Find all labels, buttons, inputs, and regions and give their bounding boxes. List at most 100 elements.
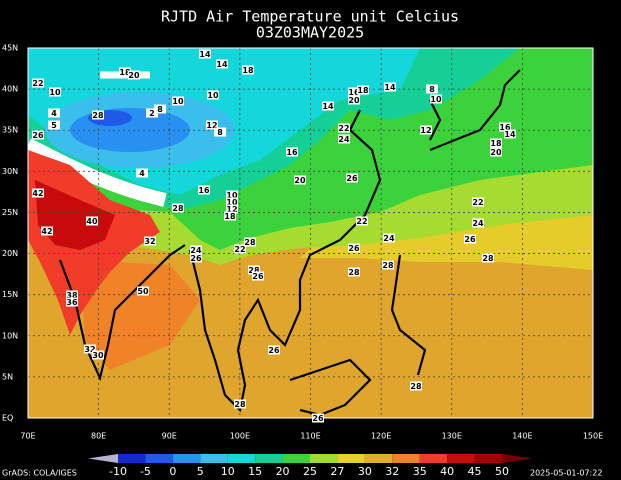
contour-label: 14 — [216, 60, 228, 69]
contour-label-box — [499, 122, 511, 132]
contour-label-box — [128, 70, 140, 80]
contour-label-box — [464, 234, 476, 244]
contour-label: 16 — [198, 186, 210, 195]
contour-label: 8 — [217, 128, 223, 137]
lat-label: 5N — [2, 372, 13, 381]
contour-label: 42 — [32, 189, 43, 198]
contour-label: 28 — [244, 238, 256, 247]
lon-label: 130E — [442, 432, 462, 441]
contour-label: 10 — [172, 97, 184, 106]
contour-label-box — [234, 399, 246, 409]
contour-label: 18 — [224, 212, 236, 221]
contour-label-box — [348, 87, 360, 97]
contour-label-box — [348, 243, 360, 253]
contour-label: 28 — [92, 111, 104, 120]
colorbar-box — [392, 454, 420, 463]
contour-label-box — [226, 204, 238, 214]
contour-label: 26 — [190, 254, 202, 263]
contour-label-box — [286, 147, 298, 157]
contour-label: 50 — [137, 287, 149, 296]
subtitle: 03Z03MAY2025 — [256, 24, 364, 42]
contour-label-box — [504, 129, 516, 139]
contour-label: 32 — [144, 237, 155, 246]
contour-label: 14 — [384, 83, 396, 92]
contour-label: 10 — [226, 191, 238, 200]
contour-label-box — [119, 67, 131, 77]
contour-label: 16 — [499, 123, 511, 132]
colorbar-box — [364, 454, 393, 463]
colorbar-label: -5 — [140, 465, 151, 478]
colorbar-label: 5 — [197, 465, 204, 478]
lon-label: 120E — [371, 432, 391, 441]
contour-label-box — [410, 381, 422, 391]
contour-label-box — [382, 260, 394, 270]
contour-label-box — [66, 290, 78, 300]
contour-label-box — [357, 85, 369, 95]
contour-label-box — [137, 286, 149, 296]
contour-label-box — [348, 267, 360, 277]
contour-label: 22 — [234, 245, 245, 254]
contour-label: 18 — [242, 66, 254, 75]
contour-label: 16 — [286, 148, 298, 157]
contour-label: 24 — [383, 234, 395, 243]
contour-label-box — [248, 265, 260, 275]
colorbar-box — [282, 454, 310, 463]
lat-label: 30N — [2, 167, 18, 176]
contour-label-box — [146, 108, 158, 118]
contour-label: 22 — [472, 198, 483, 207]
lat-label: 25N — [2, 208, 18, 217]
contour-label-box — [252, 271, 264, 281]
contour-label: 40 — [86, 217, 98, 226]
colorbar-label: 20 — [276, 465, 290, 478]
contour-label-box — [49, 87, 61, 97]
contour-label-box — [92, 350, 104, 360]
contour-label-box — [490, 147, 502, 157]
contour-label-box — [224, 211, 236, 221]
grid — [28, 48, 593, 418]
contour-label-box — [84, 344, 96, 354]
contour-label-box — [172, 203, 184, 213]
lat-label: 35N — [2, 126, 18, 135]
contour-label-box — [66, 297, 78, 307]
colorbar-label: -10 — [109, 465, 127, 478]
colorbar: -10 -5 0 5 10 15 20 25 27 30 32 35 40 45 50 — [88, 454, 532, 478]
colorbar-label: 27 — [330, 465, 344, 478]
lat-label: 15N — [2, 290, 18, 299]
contour-label: 8 — [429, 85, 435, 94]
contour-label-box — [199, 49, 211, 59]
colorbar-label: 10 — [221, 465, 235, 478]
colorbar-box — [337, 454, 365, 463]
colorbar-arrow — [88, 454, 118, 463]
colorbar-label: 45 — [468, 465, 482, 478]
colorbar-box — [419, 454, 448, 463]
contour-label: 26 — [268, 346, 280, 355]
colorbar-label: 0 — [169, 465, 176, 478]
contour-label-box — [356, 216, 368, 226]
contour-label-box — [346, 173, 358, 183]
contour-label-box — [426, 84, 438, 94]
lon-label: 110E — [300, 432, 320, 441]
contour-label: 28 — [248, 266, 260, 275]
contour-label: 10 — [226, 198, 238, 207]
contour-label-box — [312, 413, 324, 423]
contour-label-box — [430, 94, 442, 104]
colorbar-label: 32 — [385, 465, 399, 478]
contour-label: 18 — [357, 86, 369, 95]
lon-label: 100E — [230, 432, 250, 441]
contour-label: 14 — [504, 130, 516, 139]
contour-label-box — [268, 345, 280, 355]
contour-label: 14 — [322, 102, 334, 111]
colorbar-box — [118, 454, 146, 463]
contour-label-box — [420, 125, 432, 135]
contour-label: 32 — [84, 345, 95, 354]
contour-label: 22 — [338, 124, 349, 133]
contour-label: 24 — [190, 246, 202, 255]
contour-label: 38 — [66, 291, 78, 300]
credit: GrADS: COLA/IGES — [2, 469, 77, 478]
contour-label: 26 — [346, 174, 358, 183]
contour-label: 28 — [410, 382, 422, 391]
colorbar-label: 30 — [358, 465, 372, 478]
contour-label: 10 — [49, 88, 61, 97]
contour-label-box — [338, 134, 350, 144]
contour-label-box — [190, 253, 202, 263]
